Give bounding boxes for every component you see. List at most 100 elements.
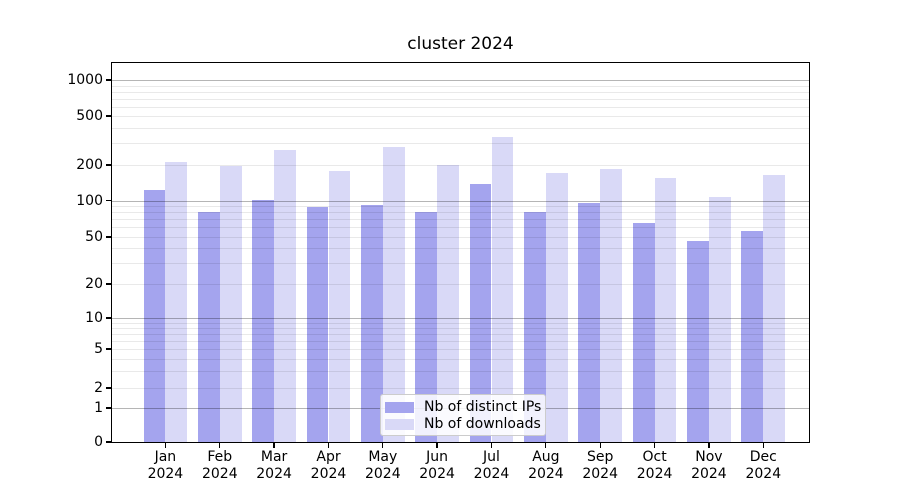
x-tick-mark <box>653 443 656 448</box>
bar-downloads <box>545 173 568 443</box>
gridline-minor <box>111 91 810 93</box>
x-year-label: 2024 <box>582 466 618 482</box>
x-tick-label: Oct 2024 <box>627 449 683 483</box>
y-tick-label: 50 <box>85 229 103 245</box>
bar-downloads <box>274 150 296 443</box>
gridline-minor <box>111 237 810 238</box>
x-year-label: 2024 <box>691 466 727 482</box>
bar-distinct-ips <box>469 184 492 443</box>
x-tick-mark <box>545 443 547 448</box>
y-tick-label: 5 <box>94 341 103 357</box>
x-year-label: 2024 <box>528 466 564 482</box>
bar-distinct-ips <box>143 189 166 443</box>
x-tick-label: May 2024 <box>355 449 411 483</box>
gridline-minor <box>111 212 810 214</box>
x-tick-label: Feb 2024 <box>192 449 248 483</box>
gridline-major <box>111 318 810 319</box>
bar-downloads <box>165 161 188 443</box>
gridline-minor <box>111 206 810 207</box>
bar-downloads <box>328 171 351 443</box>
y-tick-label: 1000 <box>67 72 103 88</box>
legend-swatch-distinct-ips <box>385 402 414 413</box>
gridline-minor <box>111 349 810 350</box>
x-tick-label: Jul 2024 <box>464 449 520 483</box>
x-year-label: 2024 <box>201 466 238 482</box>
x-month-label: Nov <box>695 449 723 465</box>
x-month-label: Jun <box>426 449 449 465</box>
x-year-label: 2024 <box>310 466 347 482</box>
x-tick-label: Jan 2024 <box>137 449 193 483</box>
x-month-label: Sep <box>586 449 614 465</box>
gridline-minor <box>111 85 810 87</box>
y-tick-label: 100 <box>76 192 103 209</box>
y-tick-label: 2 <box>94 380 103 396</box>
x-month-label: Aug <box>532 449 560 465</box>
bar-distinct-ips <box>415 211 438 443</box>
x-month-label: May <box>368 449 398 465</box>
y-tick-mark <box>106 387 111 389</box>
bar-downloads <box>437 165 459 443</box>
x-tick-mark <box>273 443 275 448</box>
x-tick-mark <box>708 443 710 448</box>
bar-distinct-ips <box>360 204 383 443</box>
bar-distinct-ips <box>632 223 655 443</box>
bar-downloads <box>763 174 786 443</box>
y-tick-label: 500 <box>76 108 103 124</box>
bar-distinct-ips <box>252 199 275 443</box>
y-tick-label: 10 <box>85 310 103 326</box>
y-tick-mark <box>106 115 111 117</box>
x-tick-label: Jun 2024 <box>409 449 465 483</box>
x-month-label: Feb <box>207 449 233 465</box>
x-tick-label: Nov 2024 <box>681 449 737 483</box>
x-year-label: 2024 <box>147 466 184 482</box>
gridline-minor <box>111 219 810 221</box>
legend-swatch-downloads <box>385 419 414 430</box>
gridline-minor <box>111 370 810 372</box>
bar-distinct-ips <box>306 207 329 443</box>
x-tick-label: Mar 2024 <box>246 449 302 483</box>
gridline-minor <box>111 165 810 166</box>
legend-item: Nb of downloads <box>385 416 545 433</box>
gridline-minor <box>111 127 810 129</box>
bar-downloads <box>708 197 731 443</box>
y-tick-label: 1 <box>94 400 103 416</box>
y-tick-mark <box>106 348 111 350</box>
x-year-label: 2024 <box>473 466 510 482</box>
gridline-minor <box>111 340 810 342</box>
gridline-minor <box>111 143 810 145</box>
gridline-minor <box>111 358 810 360</box>
bar-downloads <box>219 166 242 443</box>
y-tick-mark <box>106 164 111 166</box>
y-tick-mark <box>106 199 111 202</box>
gridline-minor <box>111 322 810 324</box>
gridline-minor <box>111 227 810 229</box>
x-tick-mark <box>164 443 167 448</box>
x-year-label: 2024 <box>745 466 782 482</box>
y-tick-label: 200 <box>76 157 103 173</box>
x-year-label: 2024 <box>364 466 401 482</box>
bar-downloads <box>600 169 623 443</box>
x-month-label: Jan <box>154 449 177 465</box>
gridline-minor <box>111 116 810 117</box>
x-tick-label: Apr 2024 <box>301 449 357 483</box>
legend-item: Nb of distinct IPs <box>385 399 545 416</box>
x-tick-mark <box>599 443 601 448</box>
bar-downloads <box>491 137 514 443</box>
x-tick-mark <box>327 443 330 448</box>
gridline-minor <box>111 98 810 100</box>
legend-label: Nb of distinct IPs <box>424 399 542 415</box>
x-month-label: Dec <box>749 449 777 465</box>
chart-title: cluster 2024 <box>407 34 514 54</box>
gridline-major <box>111 200 810 202</box>
x-tick-label: Dec 2024 <box>735 449 791 483</box>
bar-distinct-ips <box>524 211 546 443</box>
gridline-minor <box>111 388 810 389</box>
y-tick-mark <box>106 283 111 285</box>
x-tick-mark <box>762 443 764 448</box>
gridline-major <box>111 80 810 81</box>
x-month-label: Apr <box>316 449 341 465</box>
y-tick-mark <box>106 79 111 81</box>
bar-downloads <box>654 178 677 443</box>
gridline-minor <box>111 106 810 108</box>
